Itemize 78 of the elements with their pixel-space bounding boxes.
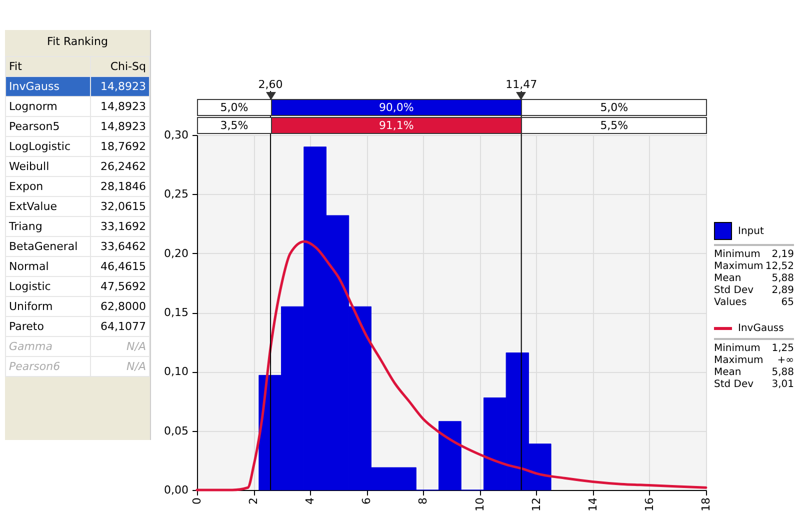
text: Std Dev [714, 285, 754, 297]
text: Uniform [6, 296, 91, 316]
ref-line-label: 11,47 [506, 78, 538, 91]
x-tick-label: 6 [360, 498, 374, 504]
text: N/A [90, 356, 150, 376]
text: 90,0% [270, 99, 522, 116]
text: InvGauss [6, 76, 91, 96]
text: Minimum [714, 343, 760, 355]
text: Maximum [714, 355, 764, 367]
text: Mean [714, 367, 742, 379]
text: Logistic [6, 276, 91, 296]
x-tick-label: 12 [530, 498, 543, 512]
x-tick-label: 2 [247, 498, 260, 504]
text: 12,52 [765, 261, 794, 273]
text: Mean [714, 273, 742, 285]
text: LogLogistic [6, 136, 91, 156]
text: Triang [6, 216, 91, 236]
text: 5,88 [772, 367, 794, 379]
y-tick-label: 0,15 [164, 306, 188, 319]
text: Minimum [714, 249, 760, 261]
text: 5,88 [772, 273, 794, 285]
y-tick-label: 0,00 [164, 484, 188, 496]
text: Pearson6 [6, 356, 91, 376]
text: Gamma [6, 336, 91, 356]
text: ExtValue [6, 196, 91, 216]
text: 2,89 [772, 285, 794, 297]
text: Std Dev [714, 379, 754, 391]
text: Lognorm [6, 96, 91, 116]
y-tick-label: 0,30 [164, 128, 188, 142]
x-tick-label: 18 [700, 498, 712, 512]
text: 33,6462 [90, 236, 150, 256]
y-tick-label: 0,05 [164, 424, 188, 438]
text: 18,7692 [90, 136, 150, 156]
text: 28,1846 [90, 176, 150, 196]
text: 5,0% [521, 99, 707, 116]
text: 62,8000 [90, 296, 150, 316]
text: 14,8923 [90, 116, 150, 136]
text: Pearson5 [6, 116, 91, 136]
text: 91,1% [270, 117, 522, 134]
text: 32,0615 [90, 196, 150, 216]
text: 14,8923 [90, 76, 150, 96]
x-tick-label: 0 [190, 498, 204, 504]
text: 46,4615 [90, 256, 150, 276]
text: Normal [6, 256, 91, 276]
text: Weibull [6, 156, 91, 176]
text: N/A [90, 336, 150, 356]
text: 47,5692 [90, 276, 150, 296]
text: Expon [6, 176, 91, 196]
x-tick-label: 16 [642, 498, 656, 512]
text: 26,2462 [90, 156, 150, 176]
y-tick-label: 0,20 [164, 246, 188, 260]
legend-label: Input [738, 226, 764, 236]
text: 14,8923 [90, 96, 150, 116]
y-tick-label: 0,10 [164, 365, 188, 378]
text: BetaGeneral [6, 236, 91, 256]
text: Pareto [6, 316, 91, 336]
y-tick-label: 0,25 [164, 188, 188, 201]
text: 33,1692 [90, 216, 150, 236]
text: Values [714, 297, 747, 309]
text: 5,5% [521, 117, 707, 134]
text: Fit [6, 56, 91, 76]
x-tick-label: 10 [473, 498, 486, 512]
text: 3,01 [772, 379, 794, 391]
legend-label: InvGauss [738, 323, 784, 334]
text: 64,1077 [90, 316, 150, 336]
text: Chi-Sq [90, 56, 150, 76]
text: 5,0% [197, 99, 272, 116]
x-tick-label: 4 [304, 498, 317, 504]
text: +∞ [777, 355, 794, 367]
x-tick-label: 8 [416, 498, 430, 504]
text: Maximum [714, 261, 764, 273]
text: Fit Ranking [46, 34, 109, 50]
ref-line-label: 2,60 [258, 78, 283, 91]
text: 1,25 [772, 343, 794, 355]
text: 65 [781, 297, 794, 309]
text: 3,5% [197, 117, 272, 134]
x-tick-label: 14 [586, 498, 600, 512]
text: 2,19 [772, 249, 794, 261]
